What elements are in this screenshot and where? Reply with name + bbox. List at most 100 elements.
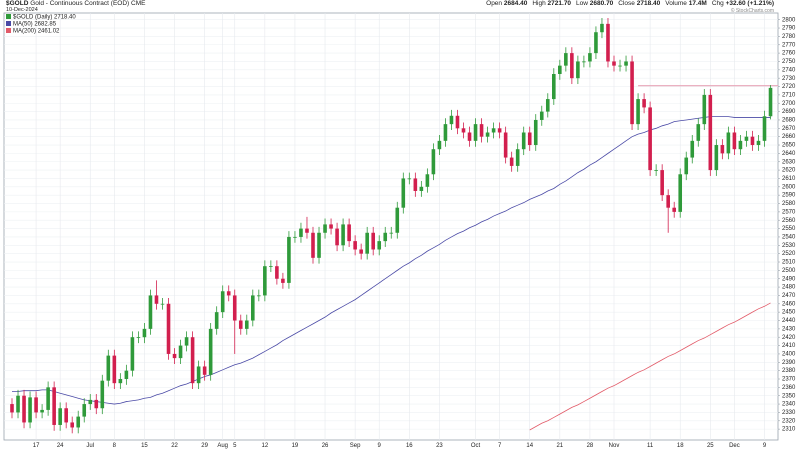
- stat-value: +32.60 (+1.21%): [725, 0, 774, 7]
- legend-item: MA(50) 2682.85: [6, 21, 56, 29]
- candle-body: [515, 149, 520, 166]
- candle-body: [570, 53, 574, 79]
- x-tick-label: 29: [201, 443, 208, 449]
- candle-body: [467, 132, 472, 141]
- candle-body: [263, 266, 267, 296]
- legend-name: MA(50): [13, 21, 33, 28]
- candle-body: [323, 224, 327, 233]
- candle-body: [437, 140, 442, 150]
- legend-swatch: [6, 21, 11, 26]
- candle-body: [497, 128, 502, 133]
- stats-row: Open 2684.40 High 2721.70 Low 2680.70 Close…: [481, 0, 774, 8]
- candle-body: [16, 395, 20, 413]
- x-tick-label: 14: [526, 443, 533, 449]
- y-tick-label: 2390: [782, 360, 796, 366]
- candle-body: [311, 232, 315, 258]
- legend-name: $GOLD (Daily): [13, 14, 53, 21]
- stat-value: 17.4M: [688, 0, 707, 7]
- x-tick-label: 22: [171, 443, 178, 449]
- candle-body: [521, 132, 526, 150]
- candle-body: [485, 132, 490, 137]
- x-tick-label: 18: [677, 443, 684, 449]
- legend-value: 2461.02: [37, 28, 60, 35]
- candle-body: [166, 303, 171, 354]
- marks: [10, 18, 778, 434]
- candle-body: [347, 224, 351, 242]
- stat-label: Low: [576, 0, 588, 7]
- candle-body: [624, 61, 628, 66]
- candle-body: [202, 366, 207, 375]
- candle-body: [208, 328, 213, 375]
- y-tick-label: 2740: [782, 67, 796, 73]
- candle-body: [533, 119, 538, 146]
- candle-body: [491, 128, 496, 133]
- y-tick-label: 2640: [782, 151, 796, 157]
- stat-label: Open: [486, 0, 503, 7]
- stat-value: 2721.70: [547, 0, 572, 7]
- y-tick-label: 2550: [782, 226, 796, 232]
- x-tick-label: 8: [113, 443, 117, 449]
- candle-body: [184, 337, 189, 346]
- candle-body: [34, 397, 38, 413]
- candle-body: [558, 65, 562, 74]
- y-tick-label: 2800: [782, 17, 796, 23]
- candle-body: [509, 157, 514, 166]
- y-tick-label: 2380: [782, 368, 796, 374]
- y-tick-label: 2610: [782, 176, 796, 182]
- candle-body: [244, 320, 249, 329]
- candle-body: [389, 232, 394, 234]
- date: 10-Dec-2024: [6, 7, 38, 13]
- candle-body: [768, 87, 773, 117]
- y-tick-label: 2560: [782, 218, 796, 224]
- y-tick-label: 2790: [782, 26, 796, 32]
- candle-body: [178, 345, 183, 359]
- y-tick-label: 2470: [782, 293, 796, 299]
- candle-body: [136, 337, 141, 339]
- candle-body: [684, 157, 689, 175]
- candle-body: [160, 303, 165, 305]
- candle-body: [329, 224, 333, 229]
- candle-body: [612, 61, 616, 66]
- candle-body: [395, 207, 400, 233]
- y-tick-label: 2630: [782, 159, 796, 165]
- stat-value: 2684.40: [503, 0, 528, 7]
- x-tick-label: 26: [322, 443, 329, 449]
- x-tick-label: 9: [378, 443, 382, 449]
- y-tick-label: 2760: [782, 51, 796, 57]
- candle-body: [401, 178, 406, 208]
- x-tick-label: Aug: [217, 443, 228, 449]
- y-tick-label: 2510: [782, 260, 796, 266]
- candle-body: [648, 107, 652, 171]
- candle-body: [172, 353, 177, 359]
- candle-body: [702, 94, 707, 125]
- y-tick-label: 2420: [782, 335, 796, 341]
- candle-body: [226, 291, 231, 296]
- candle-body: [275, 266, 279, 279]
- candle-body: [564, 53, 568, 66]
- candle-body: [539, 111, 544, 120]
- y-tick-label: 2680: [782, 118, 796, 124]
- candle-body: [407, 178, 412, 180]
- candle-body: [22, 395, 26, 423]
- candle-body: [232, 295, 237, 321]
- y-tick-label: 2480: [782, 285, 796, 291]
- x-tick-label: 11: [647, 443, 654, 449]
- candle-body: [371, 232, 375, 250]
- candle-body: [118, 379, 123, 384]
- y-tick-label: 2400: [782, 352, 796, 358]
- candle-body: [124, 370, 129, 379]
- y-tick-label: 2670: [782, 126, 796, 132]
- stat-label: Chg: [711, 0, 724, 7]
- x-tick-label: 21: [556, 443, 563, 449]
- x-tick-label: 12: [261, 443, 268, 449]
- candle-body: [10, 404, 14, 413]
- y-tick-label: 2490: [782, 276, 796, 282]
- candle-body: [762, 116, 767, 141]
- candle-body: [642, 99, 646, 108]
- candle-body: [419, 186, 424, 191]
- candle-body: [190, 337, 195, 384]
- candle-body: [750, 136, 755, 146]
- candle-body: [443, 124, 448, 141]
- x-tick-label: 28: [587, 443, 594, 449]
